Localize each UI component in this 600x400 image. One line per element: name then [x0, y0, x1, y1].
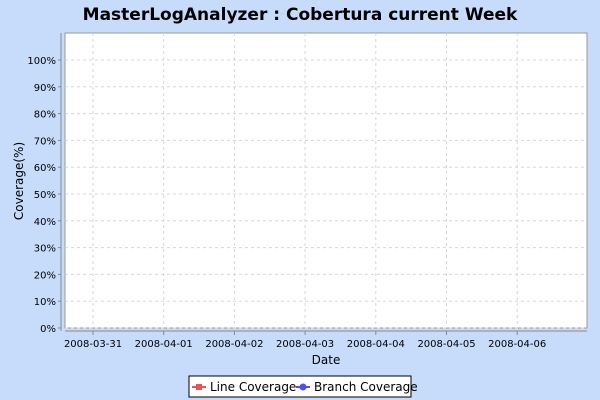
- x-axis-label: Date: [312, 353, 341, 367]
- x-tick-label: 2008-04-05: [417, 339, 475, 350]
- y-axis-ticks: 0% 10% 20% 30% 40% 50% 60% 70% 80% 90% 100%: [27, 56, 61, 335]
- y-tick-label: 30%: [34, 244, 56, 255]
- legend-line-coverage-marker: [196, 384, 202, 390]
- x-tick-label: 2008-04-02: [205, 339, 263, 350]
- grid: [65, 33, 587, 329]
- y-tick-label: 20%: [34, 270, 56, 281]
- legend: Line Coverage Branch Coverage: [188, 375, 418, 398]
- legend-line-coverage-label: Line Coverage: [210, 380, 296, 394]
- y-tick-label: 50%: [34, 190, 56, 201]
- y-tick-label: 70%: [34, 136, 56, 147]
- y-tick-label: 90%: [34, 83, 56, 94]
- x-tick-label: 2008-03-31: [64, 339, 122, 350]
- y-tick-label: 40%: [34, 217, 56, 228]
- chart-title: MasterLogAnalyzer : Cobertura current We…: [83, 5, 518, 25]
- legend-branch-coverage-marker: [299, 383, 307, 391]
- y-tick-label: 80%: [34, 110, 56, 121]
- y-axis-label: Coverage(%): [12, 142, 26, 220]
- y-tick-label: 0%: [40, 324, 56, 335]
- plot-area: [64, 32, 588, 329]
- x-tick-label: 2008-04-03: [276, 339, 334, 350]
- x-tick-label: 2008-04-04: [347, 339, 405, 350]
- x-tick-label: 2008-04-06: [488, 339, 546, 350]
- y-tick-label: 10%: [34, 297, 56, 308]
- legend-branch-coverage-label: Branch Coverage: [314, 380, 418, 394]
- y-tick-label: 100%: [27, 56, 56, 67]
- x-tick-label: 2008-04-01: [135, 339, 193, 350]
- y-tick-label: 60%: [34, 163, 56, 174]
- x-axis-ticks: 2008-03-31 2008-04-01 2008-04-02 2008-04-03…: [64, 331, 546, 350]
